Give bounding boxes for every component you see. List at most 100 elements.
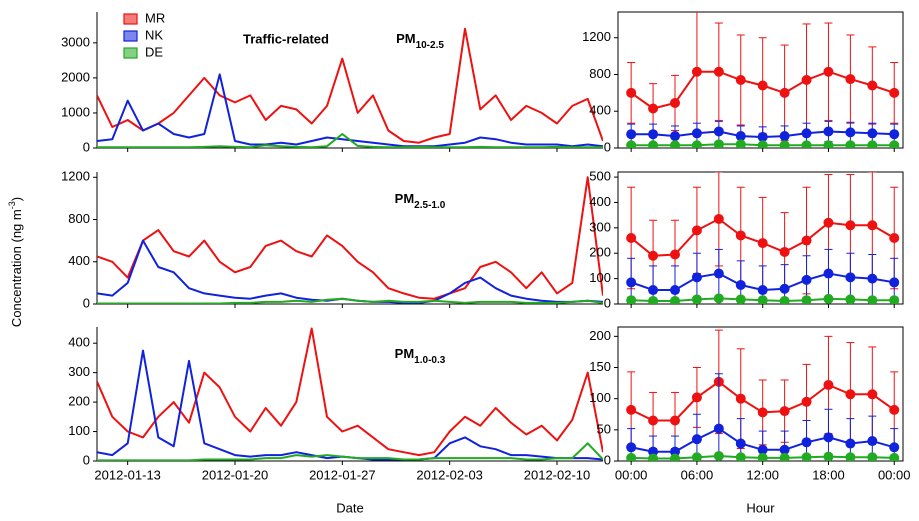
marker — [735, 139, 746, 148]
marker — [845, 74, 856, 85]
panel-title: PM10-2.5 — [396, 31, 444, 51]
marker — [735, 131, 746, 142]
x-axis-label: Hour — [746, 500, 775, 515]
x-axis-label: Date — [336, 500, 363, 515]
y-tick-label: 0 — [83, 139, 90, 154]
y-tick-label: 200 — [589, 328, 611, 343]
panel: 0 100 200 300 400 500 — [589, 169, 904, 310]
marker — [757, 131, 768, 142]
legend-swatch — [123, 47, 138, 59]
series-line — [97, 27, 603, 144]
y-tick-label: 0 — [604, 452, 611, 467]
marker — [691, 128, 702, 139]
marker — [845, 272, 856, 283]
marker — [713, 293, 724, 304]
y-tick-label: 200 — [589, 245, 611, 260]
marker — [845, 140, 856, 148]
marker — [648, 446, 659, 457]
marker — [735, 75, 746, 85]
x-tick-label: 12:00 — [746, 467, 779, 482]
marker — [757, 452, 768, 461]
marker — [713, 451, 724, 461]
marker — [735, 294, 746, 304]
marker — [670, 415, 680, 426]
y-tick-label: 800 — [68, 211, 90, 226]
y-tick-label: 100 — [589, 270, 611, 285]
marker — [801, 274, 812, 285]
marker — [648, 140, 659, 148]
marker — [713, 213, 724, 224]
y-tick-label: 400 — [68, 335, 90, 350]
marker — [670, 249, 680, 260]
marker — [691, 294, 702, 304]
marker — [845, 220, 856, 231]
panel: 0 50 100 150 200 00:00 06:00 12:00 18:00 00:00 Hou… — [589, 326, 911, 515]
marker — [648, 250, 659, 261]
x-tick-label: 06:00 — [681, 467, 714, 482]
y-tick-label: 1200 — [582, 29, 611, 44]
title-text: PM — [395, 346, 415, 361]
marker — [691, 66, 702, 77]
x-tick-label: 2012-02-03 — [416, 467, 483, 482]
marker — [845, 438, 856, 449]
series-line — [97, 176, 603, 300]
panel-title: PM2.5-1.0 — [395, 191, 446, 211]
series-line — [97, 349, 603, 461]
marker — [801, 128, 812, 139]
marker — [845, 294, 856, 304]
title-subscript: 2.5-1.0 — [414, 200, 446, 211]
plot-frame — [617, 11, 904, 149]
y-label-sup: -3 — [7, 201, 17, 209]
y-tick-label: 800 — [589, 66, 611, 81]
marker — [691, 140, 702, 148]
marker — [691, 225, 702, 236]
marker — [626, 87, 637, 98]
marker — [670, 446, 680, 457]
series-line — [97, 297, 603, 304]
marker — [691, 392, 702, 403]
marker — [648, 103, 659, 114]
marker — [801, 140, 812, 148]
marker — [757, 80, 768, 91]
y-label-text: Concentration (ng m — [9, 209, 24, 327]
marker — [889, 87, 900, 98]
y-tick-label: 3000 — [61, 34, 90, 49]
marker — [823, 126, 834, 137]
marker — [823, 451, 834, 461]
x-tick-label: 2012-01-13 — [94, 467, 161, 482]
marker — [648, 453, 659, 461]
marker — [889, 233, 900, 243]
marker — [779, 283, 790, 294]
marker — [648, 295, 659, 304]
marker — [801, 295, 812, 304]
series-line — [97, 133, 603, 148]
x-tick-label: 00:00 — [878, 467, 911, 482]
marker — [845, 452, 856, 461]
marker — [670, 97, 680, 108]
marker — [867, 140, 878, 148]
marker — [823, 379, 834, 390]
marker — [691, 452, 702, 461]
y-tick-label: 100 — [68, 423, 90, 438]
y-tick-label: 1200 — [61, 169, 90, 184]
y-tick-label: 0 — [604, 139, 611, 154]
marker — [867, 389, 878, 400]
y-tick-label: 100 — [589, 390, 611, 405]
y-tick-label: 400 — [589, 103, 611, 118]
y-axis-label: Concentration (ng m-3) — [7, 197, 24, 327]
marker — [648, 129, 659, 140]
marker — [801, 75, 812, 85]
marker — [713, 66, 724, 77]
marker — [889, 404, 900, 415]
marker — [757, 238, 768, 249]
x-tick-label: 00:00 — [615, 467, 648, 482]
x-tick-label: 18:00 — [812, 467, 845, 482]
plot-area — [626, 329, 900, 461]
marker — [757, 140, 768, 148]
marker — [713, 139, 724, 148]
x-tick-label: 2012-01-27 — [309, 467, 376, 482]
marker — [626, 129, 637, 140]
y-tick-label: 1000 — [61, 104, 90, 119]
marker — [670, 295, 680, 304]
marker — [670, 285, 680, 296]
